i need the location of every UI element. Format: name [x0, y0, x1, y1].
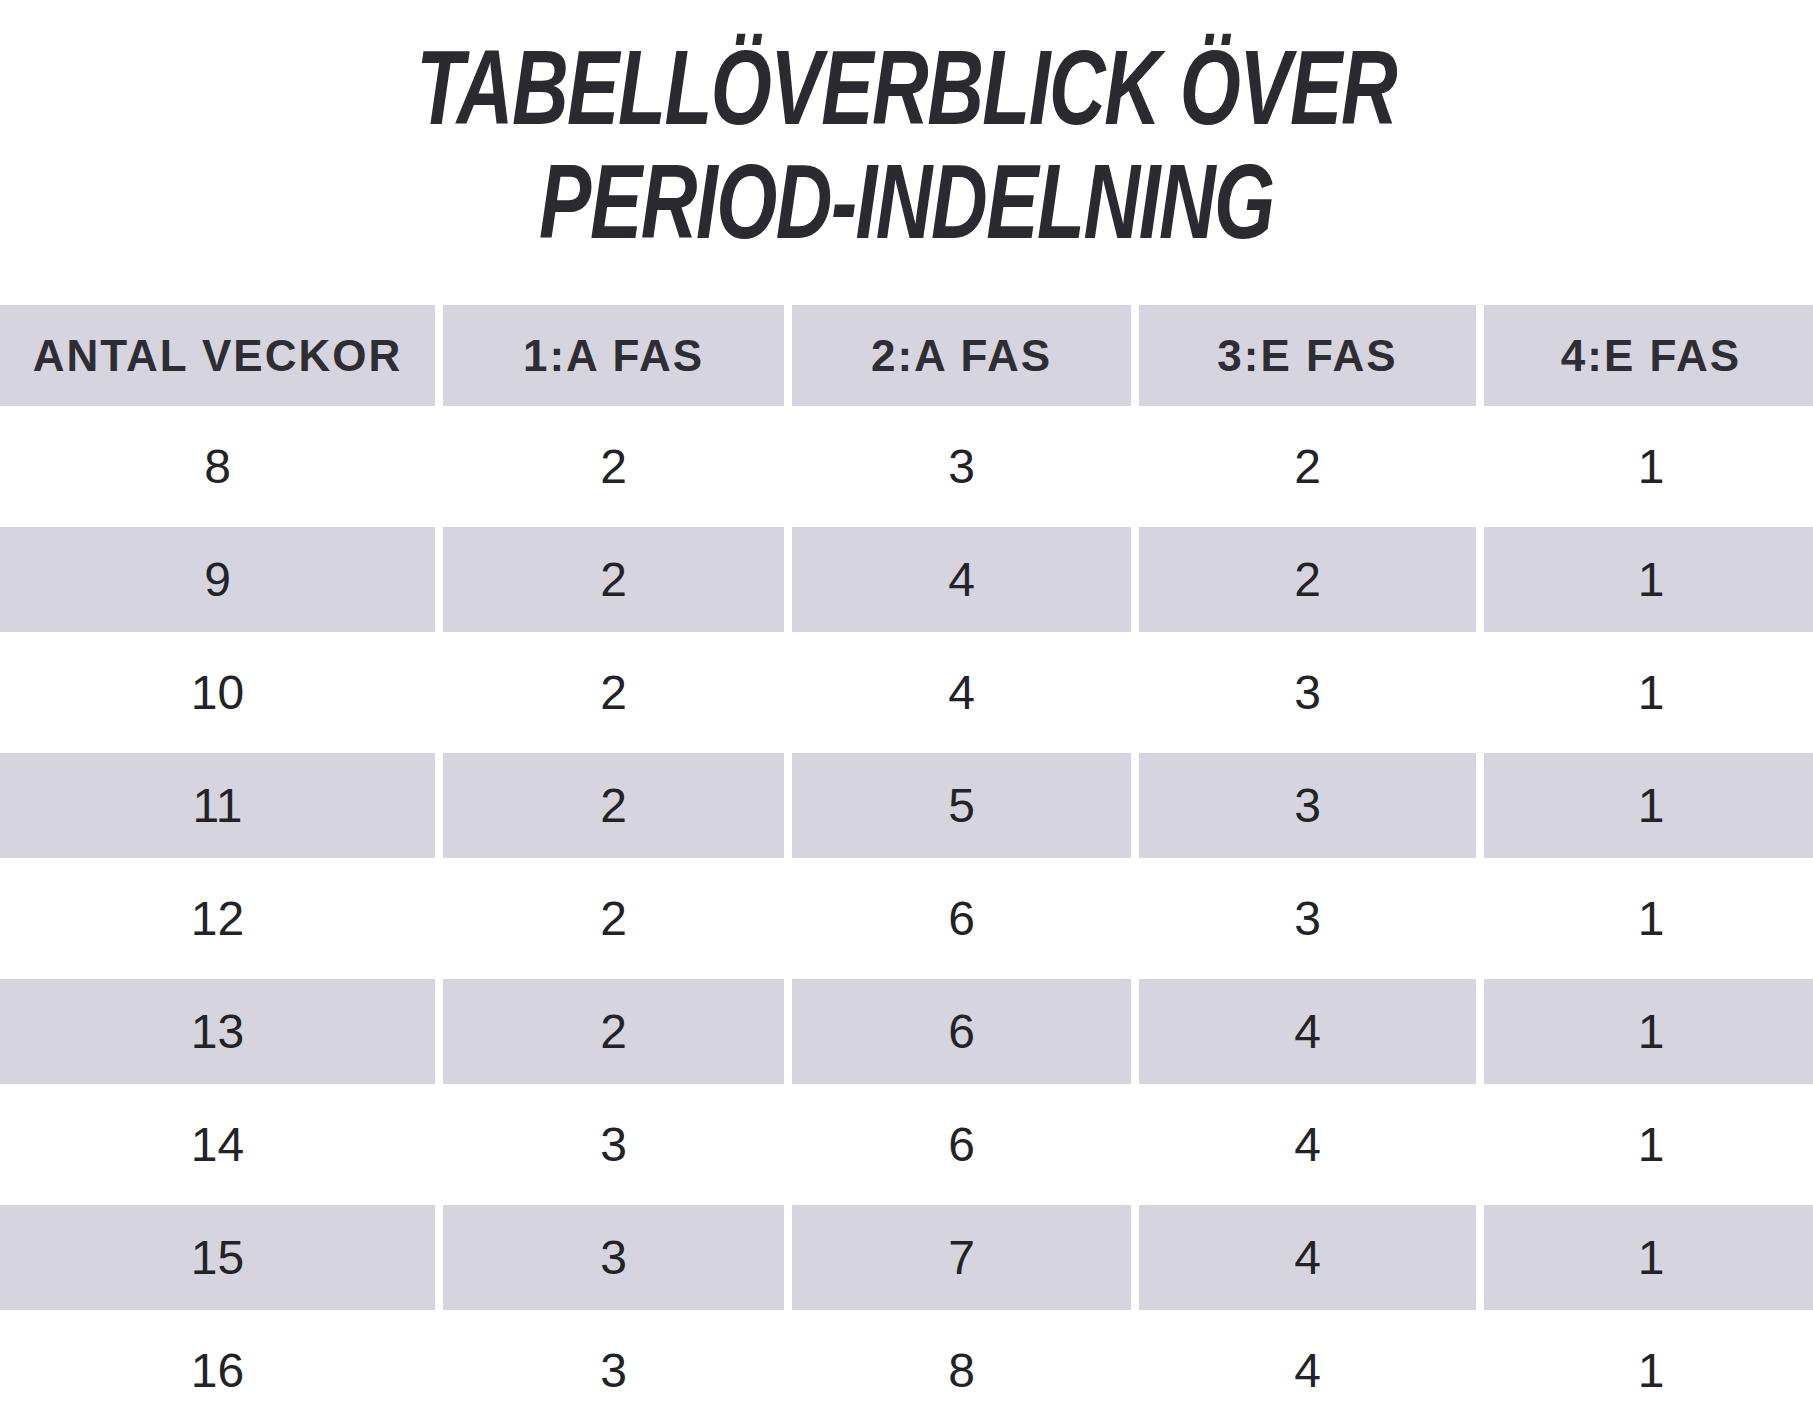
- header-row: ANTAL VECKOR 1:A FAS 2:A FAS 3:E FAS 4:E…: [0, 305, 1813, 406]
- cell-fas4: 1: [1484, 1318, 1813, 1423]
- table-row-weeks-14: 14 3 6 4 1: [0, 1092, 1813, 1197]
- cell-fas3: 3: [1139, 866, 1476, 971]
- page-title-line-2: PERIOD-INDELNING: [0, 160, 1813, 274]
- cell-fas1: 2: [443, 979, 784, 1084]
- column-header-4e-fas: 4:E FAS: [1484, 305, 1813, 406]
- cell-weeks: 14: [0, 1092, 435, 1197]
- cell-weeks: 8: [0, 414, 435, 519]
- cell-fas3: 4: [1139, 1318, 1476, 1423]
- cell-fas3: 4: [1139, 1205, 1476, 1310]
- cell-fas3: 4: [1139, 979, 1476, 1084]
- cell-fas4: 1: [1484, 1092, 1813, 1197]
- cell-weeks: 12: [0, 866, 435, 971]
- cell-weeks: 15: [0, 1205, 435, 1310]
- period-table: ANTAL VECKOR 1:A FAS 2:A FAS 3:E FAS 4:E…: [0, 297, 1813, 1423]
- column-header-3e-fas: 3:E FAS: [1139, 305, 1476, 406]
- cell-fas2: 7: [792, 1205, 1131, 1310]
- cell-fas3: 2: [1139, 527, 1476, 632]
- table-row-weeks-16: 16 3 8 4 1: [0, 1318, 1813, 1423]
- cell-fas1: 2: [443, 640, 784, 745]
- table-row-weeks-8: 8 2 3 2 1: [0, 414, 1813, 519]
- cell-fas1: 2: [443, 753, 784, 858]
- table-row-weeks-10: 10 2 4 3 1: [0, 640, 1813, 745]
- cell-fas2: 6: [792, 1092, 1131, 1197]
- table-row-weeks-12: 12 2 6 3 1: [0, 866, 1813, 971]
- cell-fas4: 1: [1484, 1205, 1813, 1310]
- cell-fas2: 4: [792, 527, 1131, 632]
- cell-fas2: 5: [792, 753, 1131, 858]
- column-header-antal-veckor: ANTAL VECKOR: [0, 305, 435, 406]
- cell-fas4: 1: [1484, 753, 1813, 858]
- cell-fas2: 6: [792, 866, 1131, 971]
- cell-fas4: 1: [1484, 640, 1813, 745]
- page: { "title": { "line1": "TABELLÖVERBLICK Ö…: [0, 0, 1813, 1423]
- page-title: TABELLÖVERBLICK ÖVER PERIOD-INDELNING: [0, 46, 1813, 274]
- cell-fas3: 3: [1139, 640, 1476, 745]
- cell-fas3: 2: [1139, 414, 1476, 519]
- cell-fas4: 1: [1484, 866, 1813, 971]
- cell-weeks: 13: [0, 979, 435, 1084]
- table-row-weeks-11: 11 2 5 3 1: [0, 753, 1813, 858]
- cell-fas4: 1: [1484, 414, 1813, 519]
- table-row-weeks-15: 15 3 7 4 1: [0, 1205, 1813, 1310]
- cell-fas1: 3: [443, 1318, 784, 1423]
- cell-weeks: 10: [0, 640, 435, 745]
- cell-fas1: 3: [443, 1092, 784, 1197]
- column-header-1a-fas: 1:A FAS: [443, 305, 784, 406]
- cell-fas4: 1: [1484, 979, 1813, 1084]
- cell-fas2: 3: [792, 414, 1131, 519]
- cell-fas3: 3: [1139, 753, 1476, 858]
- cell-fas3: 4: [1139, 1092, 1476, 1197]
- cell-fas1: 2: [443, 527, 784, 632]
- cell-fas2: 8: [792, 1318, 1131, 1423]
- cell-fas4: 1: [1484, 527, 1813, 632]
- cell-fas2: 6: [792, 979, 1131, 1084]
- cell-fas1: 3: [443, 1205, 784, 1310]
- cell-weeks: 16: [0, 1318, 435, 1423]
- cell-weeks: 11: [0, 753, 435, 858]
- column-header-2a-fas: 2:A FAS: [792, 305, 1131, 406]
- cell-fas1: 2: [443, 866, 784, 971]
- cell-fas2: 4: [792, 640, 1131, 745]
- table-row-weeks-13: 13 2 6 4 1: [0, 979, 1813, 1084]
- cell-weeks: 9: [0, 527, 435, 632]
- cell-fas1: 2: [443, 414, 784, 519]
- table-row-weeks-9: 9 2 4 2 1: [0, 527, 1813, 632]
